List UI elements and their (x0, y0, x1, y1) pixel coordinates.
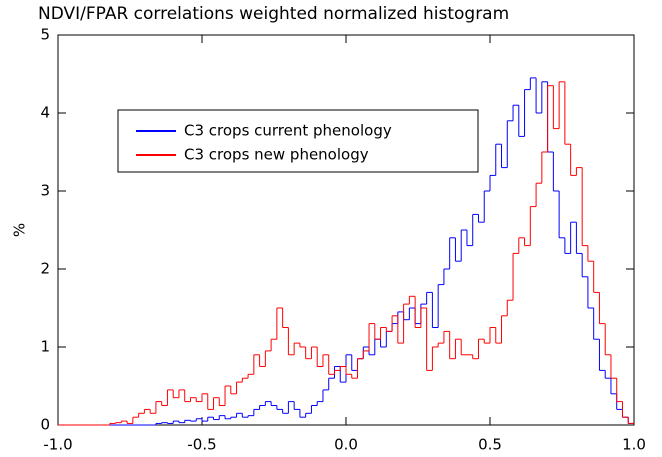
y-axis-label: % (11, 223, 29, 237)
y-tick-label: 3 (40, 182, 50, 200)
x-tick-label: 1.0 (622, 436, 646, 454)
legend-label: C3 crops current phenology (184, 122, 392, 140)
y-tick-label: 1 (40, 338, 50, 356)
legend-label: C3 crops new phenology (184, 146, 369, 164)
legend-box (117, 109, 479, 173)
y-tick-label: 5 (40, 26, 50, 44)
x-tick-label: -0.5 (187, 436, 216, 454)
y-tick-label: 0 (40, 416, 50, 434)
x-tick-label: 0.0 (334, 436, 358, 454)
chart-title: NDVI/FPAR correlations weighted normaliz… (38, 4, 509, 24)
y-tick-label: 2 (40, 260, 50, 278)
y-tick-label: 4 (40, 104, 50, 122)
x-tick-label: 0.5 (478, 436, 502, 454)
x-tick-label: -1.0 (43, 436, 72, 454)
